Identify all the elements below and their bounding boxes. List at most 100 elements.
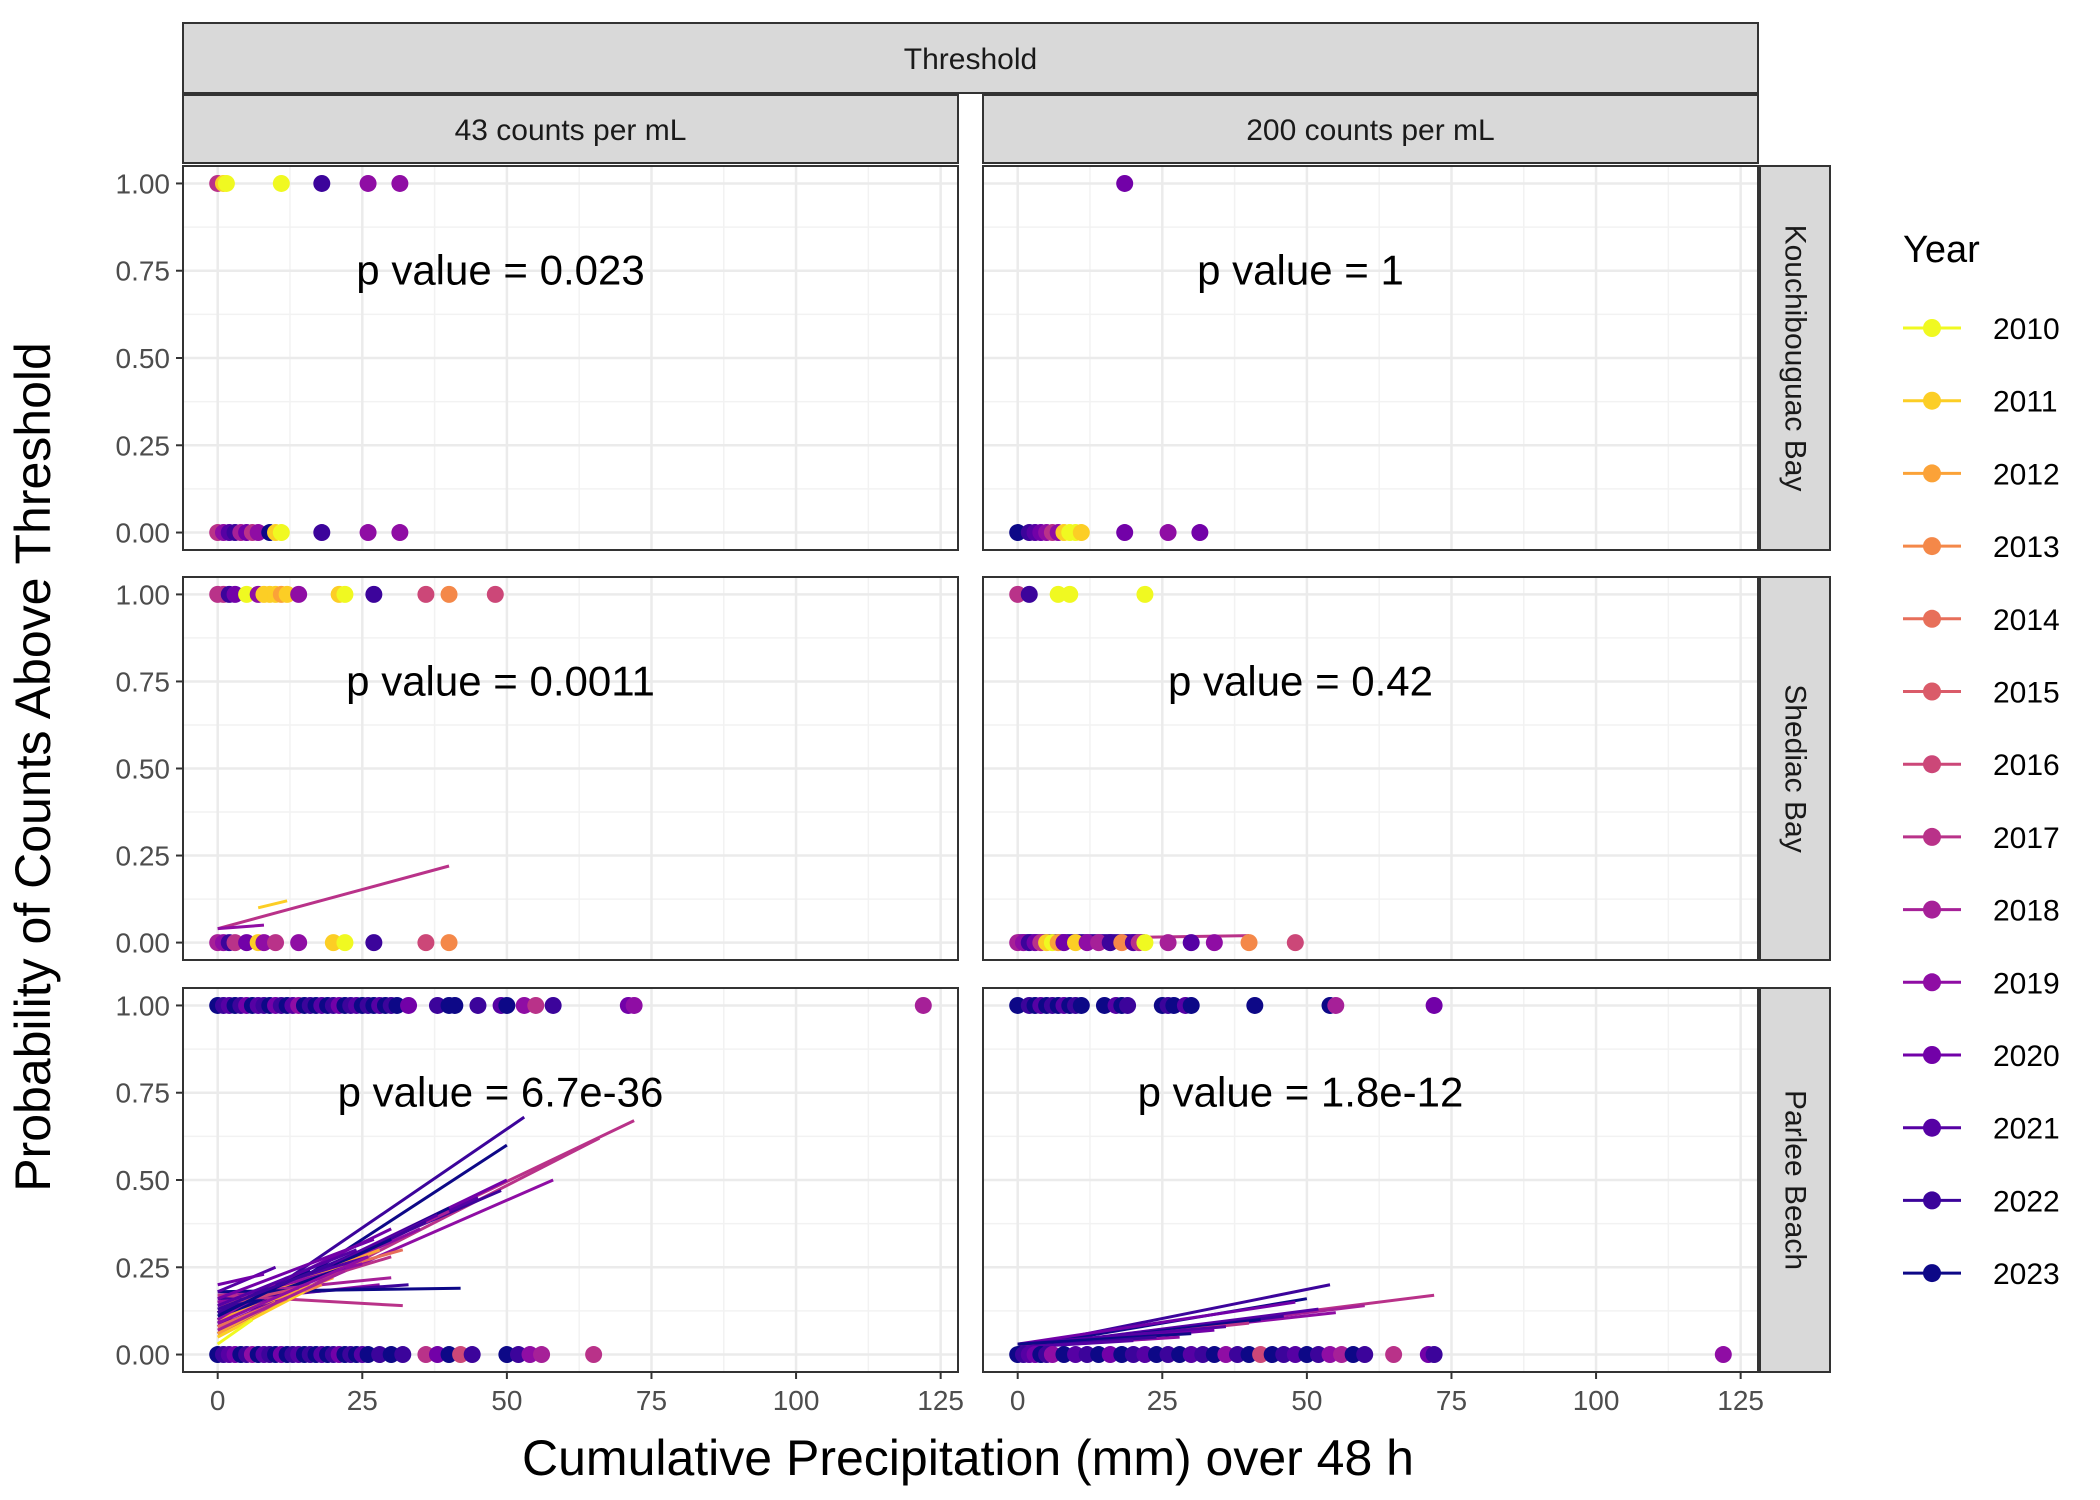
data-point [1286, 934, 1304, 952]
legend-key-point [1923, 319, 1941, 337]
p-value-label: p value = 0.023 [356, 247, 644, 294]
data-point [391, 524, 409, 542]
data-point [336, 934, 354, 952]
x-tick-label: 75 [1436, 1385, 1467, 1416]
x-tick-label: 100 [1573, 1385, 1620, 1416]
fit-line [1017, 1300, 1296, 1346]
y-tick-label: 0.25 [116, 1252, 171, 1283]
data-point [463, 1346, 481, 1364]
fit-line [217, 1262, 334, 1311]
legend-key-point [1923, 973, 1941, 992]
data-point [217, 174, 235, 192]
x-tick-label: 125 [917, 1385, 964, 1416]
y-tick-label: 0.25 [116, 841, 171, 872]
legend-key-point [1923, 827, 1941, 846]
x-tick-label: 50 [491, 1385, 522, 1416]
legend-key-point [1923, 609, 1941, 628]
data-point [1159, 524, 1177, 542]
data-point [313, 174, 331, 192]
legend-key-point [1923, 537, 1941, 556]
legend-label: 2012 [1993, 458, 2060, 491]
data-point [1116, 524, 1134, 542]
legend-label: 2014 [1993, 604, 2060, 637]
fit-line [257, 899, 288, 910]
panel-border [982, 987, 1759, 1373]
x-tick-label: 0 [210, 1385, 226, 1416]
data-point [1205, 934, 1223, 952]
p-value-label: p value = 0.42 [1168, 657, 1433, 704]
data-point [1240, 934, 1258, 952]
data-point [1136, 585, 1154, 603]
y-tick-label: 1.00 [116, 579, 171, 610]
legend-label: 2021 [1993, 1113, 2060, 1146]
legend-label: 2022 [1993, 1185, 2060, 1218]
fit-line [217, 864, 450, 931]
data-point [1072, 524, 1090, 542]
data-point [313, 524, 331, 542]
data-point [544, 996, 562, 1014]
legend-label: 2020 [1993, 1040, 2060, 1073]
y-tick-label: 1.00 [116, 990, 171, 1021]
legend-label: 2010 [1993, 313, 2060, 346]
data-point [469, 996, 487, 1014]
row-strip [1759, 576, 1831, 961]
y-tick-label: 0.75 [116, 1078, 171, 1109]
data-point [359, 524, 377, 542]
p-value-label: p value = 1 [1197, 247, 1404, 294]
data-point [1191, 524, 1209, 542]
y-tick-label: 0.75 [116, 666, 171, 697]
y-tick-label: 0.50 [116, 343, 171, 374]
data-point [272, 174, 290, 192]
data-point [498, 996, 516, 1014]
data-point [290, 585, 308, 603]
legend-title: Year [1903, 229, 1980, 271]
row-strip-label: Shediac Bay [1779, 684, 1812, 852]
x-tick-label: 125 [1717, 1385, 1764, 1416]
legend-key-point [1923, 755, 1941, 774]
data-point [267, 934, 285, 952]
y-tick-label: 0.50 [116, 754, 171, 785]
legend-label: 2013 [1993, 531, 2060, 564]
legend-label: 2015 [1993, 677, 2060, 710]
data-point [914, 996, 932, 1014]
fit-line [216, 1318, 254, 1346]
data-point [272, 524, 290, 542]
x-tick-label: 100 [773, 1385, 820, 1416]
legend-key-point [1923, 464, 1941, 483]
row-strip-label: Parlee Beach [1779, 1090, 1812, 1270]
column-strip-label: 200 counts per mL [1246, 114, 1494, 147]
x-tick-label: 0 [1010, 1385, 1026, 1416]
x-tick-label: 25 [347, 1385, 378, 1416]
legend-key-point [1923, 391, 1941, 410]
y-tick-label: 0.00 [116, 928, 171, 959]
data-point [336, 585, 354, 603]
legend-key-point [1923, 1264, 1941, 1283]
row-strip-label: Kouchibouguac Bay [1779, 225, 1812, 492]
fit-line [217, 1311, 265, 1339]
data-point [486, 585, 504, 603]
row-strip [1759, 987, 1831, 1373]
data-point [365, 585, 383, 603]
y-tick-label: 0.25 [116, 430, 171, 461]
data-point [533, 1346, 551, 1364]
y-tick-label: 0.50 [116, 1165, 171, 1196]
legend-label: 2023 [1993, 1258, 2060, 1291]
data-point [1072, 996, 1090, 1014]
data-point [440, 585, 458, 603]
data-point [417, 585, 435, 603]
fit-line [217, 1255, 369, 1325]
x-tick-label: 25 [1147, 1385, 1178, 1416]
legend-key-point [1923, 682, 1941, 701]
legend-key-point [1923, 1118, 1941, 1137]
fit-line [217, 1237, 375, 1301]
p-value-label: p value = 0.0011 [346, 657, 655, 704]
column-strip [982, 94, 1759, 164]
data-point [1159, 934, 1177, 952]
column-strip-label: 43 counts per mL [455, 114, 687, 147]
p-value-label: p value = 1.8e-12 [1138, 1069, 1464, 1116]
legend-label: 2011 [1993, 386, 2058, 419]
data-point [400, 996, 418, 1014]
y-tick-label: 0.75 [116, 256, 171, 287]
data-point [1020, 585, 1038, 603]
